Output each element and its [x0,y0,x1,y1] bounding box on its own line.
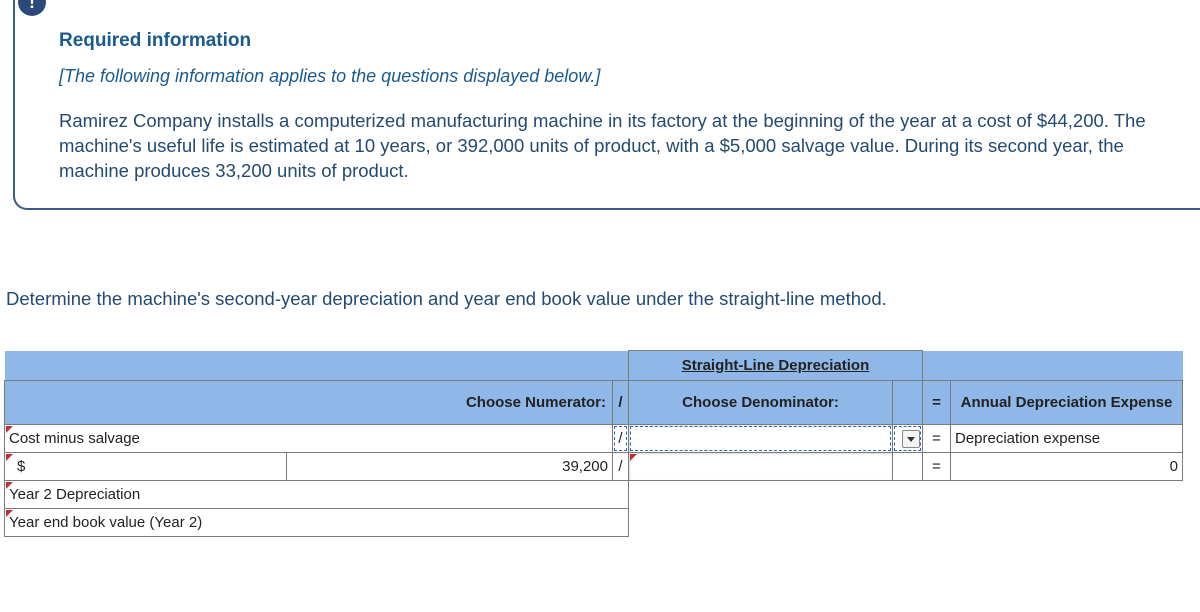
table-header-row: Choose Numerator: / Choose Denominator: … [5,381,1183,425]
slash-cell: / [613,425,629,453]
problem-text: Ramirez Company installs a computerized … [59,109,1186,184]
values-row: $ 39,200 / = 0 [5,453,1183,481]
slash-header: / [613,381,629,425]
year2-depr-label: Year 2 Depreciation [5,481,629,509]
required-info-box: ! Required information [The following in… [13,0,1200,210]
result-header: Annual Depreciation Expense [951,381,1183,425]
alert-icon: ! [18,0,46,16]
required-heading: Required information [59,30,1186,52]
validation-marker-icon [630,454,637,461]
equals-cell: = [923,453,951,481]
currency-cell: $ [5,453,287,481]
slash-cell: / [613,453,629,481]
denominator-value-input[interactable] [629,453,893,481]
question-text: Determine the machine's second-year depr… [0,288,893,310]
validation-marker-icon [6,510,13,517]
numerator-value-input[interactable]: 39,200 [287,453,613,481]
depreciation-table: Straight-Line Depreciation Choose Numera… [4,350,1183,537]
validation-marker-icon [6,482,13,489]
year2-depreciation-row: Year 2 Depreciation [5,481,1183,509]
table-title-row: Straight-Line Depreciation [5,351,1183,381]
result-label: Depreciation expense [951,425,1183,453]
validation-marker-icon [6,426,13,433]
numerator-header: Choose Numerator: [5,381,613,425]
year2-bookvalue-row: Year end book value (Year 2) [5,509,1183,537]
equals-cell: = [923,425,951,453]
equals-header: = [923,381,951,425]
year2-bv-label: Year end book value (Year 2) [5,509,629,537]
required-subheading: [The following information applies to th… [59,66,1186,87]
result-value: 0 [951,453,1183,481]
denominator-select[interactable] [629,425,893,453]
table-title: Straight-Line Depreciation [629,351,923,381]
chevron-down-icon [902,430,920,448]
denominator-dropdown[interactable] [893,425,923,453]
alert-symbol: ! [29,0,35,13]
denominator-header: Choose Denominator: [629,381,893,425]
numerator-select[interactable]: Cost minus salvage [5,425,613,453]
validation-marker-icon [6,454,13,461]
formula-row: Cost minus salvage / = Depreciation expe… [5,425,1183,453]
numerator-value: Cost minus salvage [9,430,140,447]
